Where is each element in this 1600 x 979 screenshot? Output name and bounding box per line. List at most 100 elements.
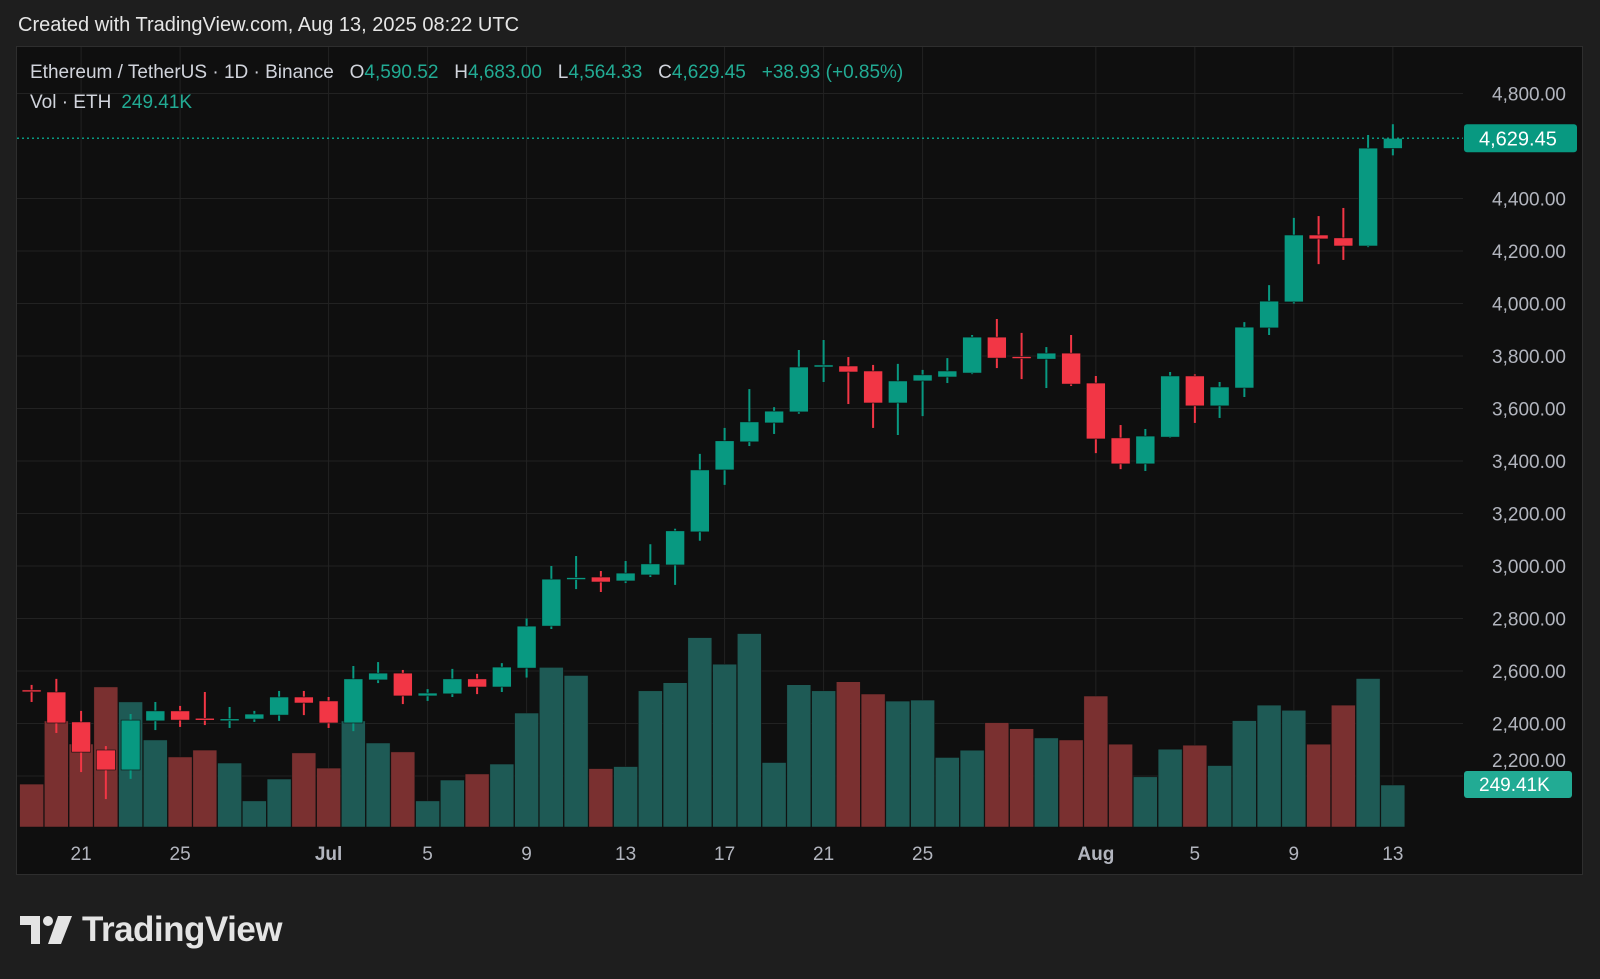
- low-label: L: [557, 62, 569, 83]
- volume-bar: [1034, 737, 1059, 828]
- price-tick-label: 3,000.00: [1492, 557, 1566, 578]
- time-tick-label: 25: [912, 844, 933, 865]
- price-tick-label: 3,200.00: [1492, 505, 1566, 526]
- chart-panel[interactable]: 2,200.00 2,400.00 2,600.00 2,800.00 3,000.00…: [16, 46, 1583, 875]
- volume-bar: [1108, 743, 1133, 828]
- price-tick-label: 4,400.00: [1492, 190, 1566, 211]
- last-volume-badge: [1464, 771, 1572, 798]
- close-label: C: [658, 62, 672, 83]
- candle-body: [764, 410, 784, 424]
- symbol-title[interactable]: Ethereum / TetherUS · 1D · Binance: [30, 62, 334, 83]
- volume-bar: [19, 783, 44, 828]
- price-tick-label: 4,200.00: [1492, 242, 1566, 263]
- candle-body: [244, 713, 265, 720]
- candle-body: [541, 578, 562, 627]
- tradingview-logo-icon: [20, 916, 72, 944]
- volume-bar: [662, 682, 688, 828]
- candle-body: [1110, 437, 1131, 465]
- change-value: +38.93 (+0.85%): [761, 62, 904, 83]
- candle-body: [318, 700, 339, 724]
- candle-body: [269, 696, 289, 716]
- candle-body: [1160, 375, 1180, 438]
- volume-bar: [1331, 704, 1356, 828]
- candle-body: [640, 563, 661, 576]
- volume-bar: [514, 712, 539, 828]
- volume-bar: [1256, 704, 1282, 828]
- price-tick-label: 2,400.00: [1492, 715, 1566, 736]
- candle-body: [838, 365, 859, 373]
- price-tick-label: 2,800.00: [1492, 610, 1566, 631]
- candle-body: [987, 336, 1007, 359]
- volume-bar: [1058, 739, 1084, 828]
- time-tick-label: 21: [813, 844, 834, 865]
- volume-bar: [167, 756, 193, 828]
- candle-body: [170, 710, 190, 721]
- candle-body: [1209, 386, 1230, 407]
- volume-bar: [761, 762, 787, 828]
- volume-bar: [935, 757, 960, 828]
- volume-legend: Vol · ETH 249.41K: [30, 92, 192, 114]
- volume-bar: [687, 637, 713, 828]
- created-with-caption: Created with TradingView.com, Aug 13, 20…: [18, 14, 520, 36]
- candle-body: [912, 374, 933, 382]
- candle-body: [120, 719, 141, 771]
- time-tick-label: 21: [71, 844, 92, 865]
- candle-body: [714, 440, 735, 471]
- candle-body: [739, 421, 760, 443]
- candle-body: [492, 666, 512, 688]
- volume-bar: [316, 767, 341, 828]
- volume-label[interactable]: Vol · ETH: [30, 92, 112, 113]
- candle-body: [937, 370, 958, 378]
- candle-body: [1185, 375, 1205, 407]
- volume-bar: [489, 763, 515, 828]
- volume-bar: [341, 720, 366, 828]
- candle-body: [467, 678, 487, 688]
- candle-body: [1061, 352, 1081, 385]
- high-value: 4,683.00: [467, 62, 542, 83]
- open-label: O: [349, 62, 365, 83]
- volume-bar: [1009, 728, 1034, 828]
- candle-body: [690, 469, 710, 533]
- volume-bar: [192, 749, 218, 828]
- low-value: 4,564.33: [568, 62, 643, 83]
- candle-body: [1036, 352, 1057, 360]
- candle-body: [591, 576, 611, 583]
- candlestick-chart[interactable]: 2,200.00 2,400.00 2,600.00 2,800.00 3,000.00…: [17, 47, 1584, 876]
- price-tick-label: 3,800.00: [1492, 347, 1566, 368]
- last-volume-label: 249.41K: [1479, 775, 1550, 796]
- candle-body: [1135, 435, 1156, 465]
- volume-bar: [836, 681, 861, 828]
- volume-bar: [786, 684, 812, 828]
- volume-bar: [959, 749, 985, 828]
- candle-body: [343, 678, 364, 724]
- volume-bar: [1133, 776, 1158, 828]
- last-price-label: 4,629.45: [1479, 128, 1557, 150]
- volume-bar: [390, 751, 416, 828]
- tradingview-logo-text: TradingView: [82, 910, 283, 949]
- time-tick-label: 13: [615, 844, 636, 865]
- candle-body: [1011, 356, 1032, 359]
- candle-body: [417, 692, 438, 697]
- price-tick-label: 2,600.00: [1492, 662, 1566, 683]
- volume-bar: [1380, 784, 1406, 828]
- volume-value: 249.41K: [121, 92, 193, 113]
- candle-body: [71, 721, 91, 753]
- volume-bar: [464, 773, 490, 828]
- candle-body: [863, 370, 883, 404]
- candle-body: [1086, 382, 1106, 440]
- high-label: H: [454, 62, 468, 83]
- time-tick-label: 5: [422, 844, 433, 865]
- candle-body: [219, 718, 240, 722]
- time-tick-label: Jul: [315, 844, 342, 865]
- candle-body: [566, 577, 586, 580]
- volume-bar: [1182, 744, 1208, 828]
- time-tick-label: 25: [170, 844, 191, 865]
- time-tick-label: 13: [1382, 844, 1403, 865]
- candle-body: [145, 710, 166, 722]
- candle-body: [1234, 326, 1255, 389]
- candle-body: [888, 380, 908, 404]
- price-tick-label: 3,400.00: [1492, 452, 1566, 473]
- open-value: 4,590.52: [364, 62, 439, 83]
- candle-body: [962, 336, 982, 374]
- volume-bar: [588, 768, 614, 828]
